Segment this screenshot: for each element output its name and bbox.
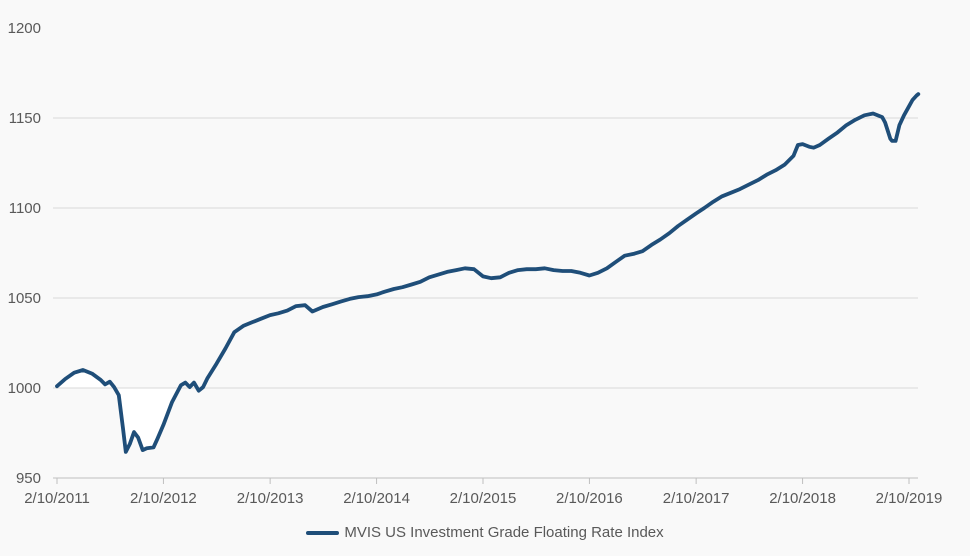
x-axis-label-1: 2/10/2012 [130,490,197,507]
y-axis-label-1200: 1200 [8,20,41,37]
y-axis-label-1100: 1100 [9,200,41,217]
y-axis-label-1050: 1050 [8,290,41,307]
x-axis-label-3: 2/10/2014 [343,490,410,507]
x-axis-label-8: 2/10/2019 [876,490,943,507]
series-line [55,92,921,454]
y-axis-label-950: 950 [16,470,41,487]
x-axis-label-0: 2/10/2011 [24,490,90,507]
x-axis-label-5: 2/10/2016 [556,490,623,507]
legend-line-swatch-icon [306,530,340,535]
y-axis-label-1000: 1000 [8,380,41,397]
x-axis-label-4: 2/10/2015 [450,490,517,507]
baseline-fill-area [57,370,181,452]
x-axis-label-6: 2/10/2017 [663,490,730,507]
x-axis-label-7: 2/10/2018 [769,490,836,507]
y-axis-label-1150: 1150 [9,110,41,127]
x-axis-label-2: 2/10/2013 [237,490,304,507]
legend: MVIS US Investment Grade Floating Rate I… [0,524,970,541]
legend-label: MVIS US Investment Grade Floating Rate I… [344,524,664,541]
